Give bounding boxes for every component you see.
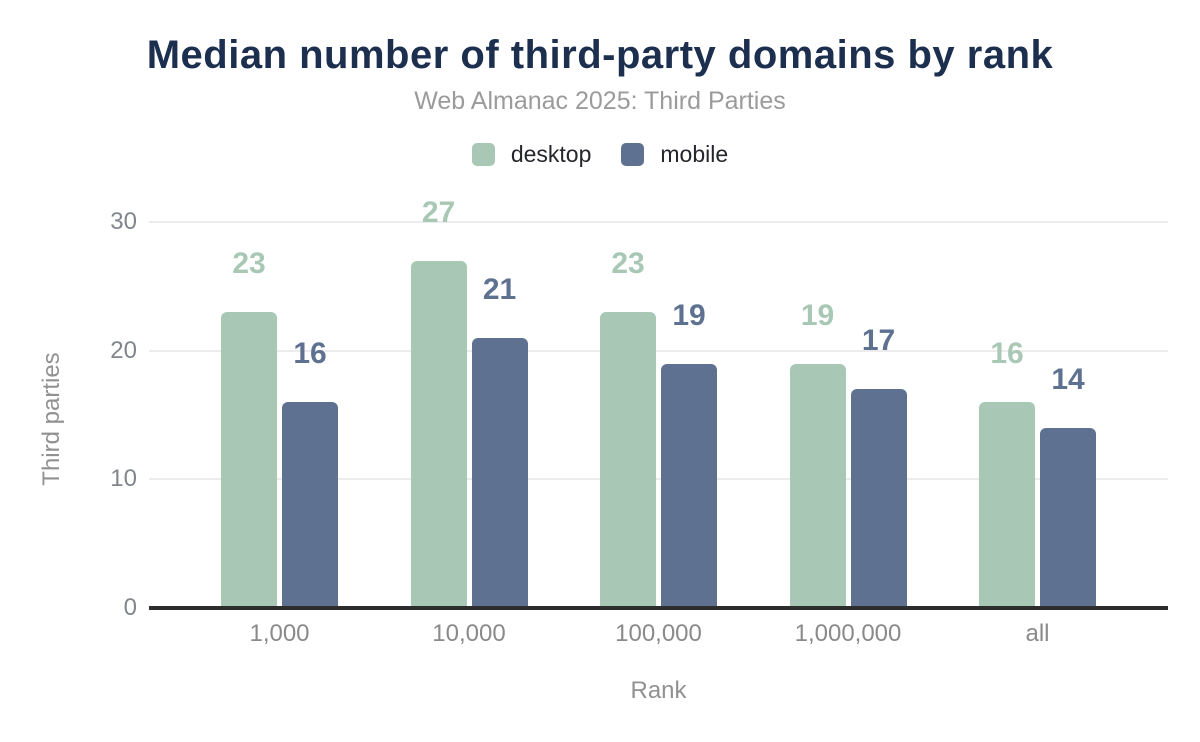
- bar-group: 23 19: [600, 222, 717, 608]
- x-tick-label: all: [1025, 620, 1050, 647]
- chart-title: Median number of third-party domains by …: [146, 33, 1054, 77]
- gridline-20: [149, 349, 1168, 352]
- bar-value-label-mobile: 21: [482, 273, 517, 306]
- bar-mobile: 21: [471, 275, 528, 608]
- bar-mobile: 16: [282, 339, 338, 608]
- bar-desktop: 27: [410, 198, 467, 608]
- legend-label-desktop: desktop: [510, 141, 592, 167]
- gridline-10: [149, 478, 1168, 481]
- legend: desktop mobile: [0, 141, 1200, 168]
- x-tick-label: 100,000: [615, 620, 702, 647]
- bar-value-label-desktop: 23: [611, 247, 645, 280]
- legend-item-desktop: desktop: [471, 141, 592, 168]
- bar-desktop: 16: [979, 339, 1035, 608]
- bar-mobile: 14: [1040, 365, 1096, 608]
- bar-group: 27 21: [410, 198, 528, 608]
- y-tick-label: 30: [110, 208, 137, 235]
- x-tick-label: 1,000: [249, 620, 310, 647]
- y-axis-tick-labels: 0 10 20 30: [0, 210, 137, 620]
- bar-group: 16 14: [979, 222, 1096, 608]
- y-tick-label: 10: [110, 465, 137, 493]
- legend-item-mobile: mobile: [621, 141, 728, 168]
- bar-value-label-desktop: 19: [800, 299, 835, 332]
- bar-value-label-mobile: 14: [1051, 363, 1085, 396]
- bar-value-label-desktop: 16: [990, 337, 1024, 370]
- mobile-swatch-icon: [621, 143, 645, 166]
- bar-group: 23 16: [221, 222, 338, 608]
- bar-value-label-mobile: 19: [672, 299, 706, 332]
- bar-value-label-mobile: 16: [293, 337, 327, 370]
- bar-value-label-desktop: 23: [232, 247, 266, 280]
- x-axis-line: [149, 606, 1168, 610]
- y-tick-label: 20: [110, 336, 137, 364]
- bar-group: 19 17: [789, 222, 907, 608]
- x-tick-label: 10,000: [432, 620, 506, 647]
- legend-label-mobile: mobile: [660, 141, 729, 167]
- chart-subtitle: Web Almanac 2025: Third Parties: [414, 87, 786, 115]
- bar-mobile: 19: [661, 301, 717, 608]
- desktop-swatch-icon: [471, 143, 495, 166]
- bar-value-label-desktop: 27: [421, 196, 456, 229]
- bar-desktop: 19: [789, 301, 846, 608]
- x-tick-label: 1,000,000: [794, 620, 902, 647]
- y-tick-label: 0: [123, 594, 137, 621]
- x-axis-title: Rank: [630, 677, 687, 704]
- plot-area: 23 16 1,000 27 21 10,000 23 19 100,000 19 17 1,000,…: [149, 198, 1168, 646]
- bar-desktop: 23: [221, 249, 277, 608]
- bar-desktop: 23: [600, 249, 656, 608]
- bar-mobile: 17: [850, 326, 907, 608]
- bar-value-label-mobile: 17: [861, 324, 896, 357]
- gridline-30: [149, 221, 1168, 223]
